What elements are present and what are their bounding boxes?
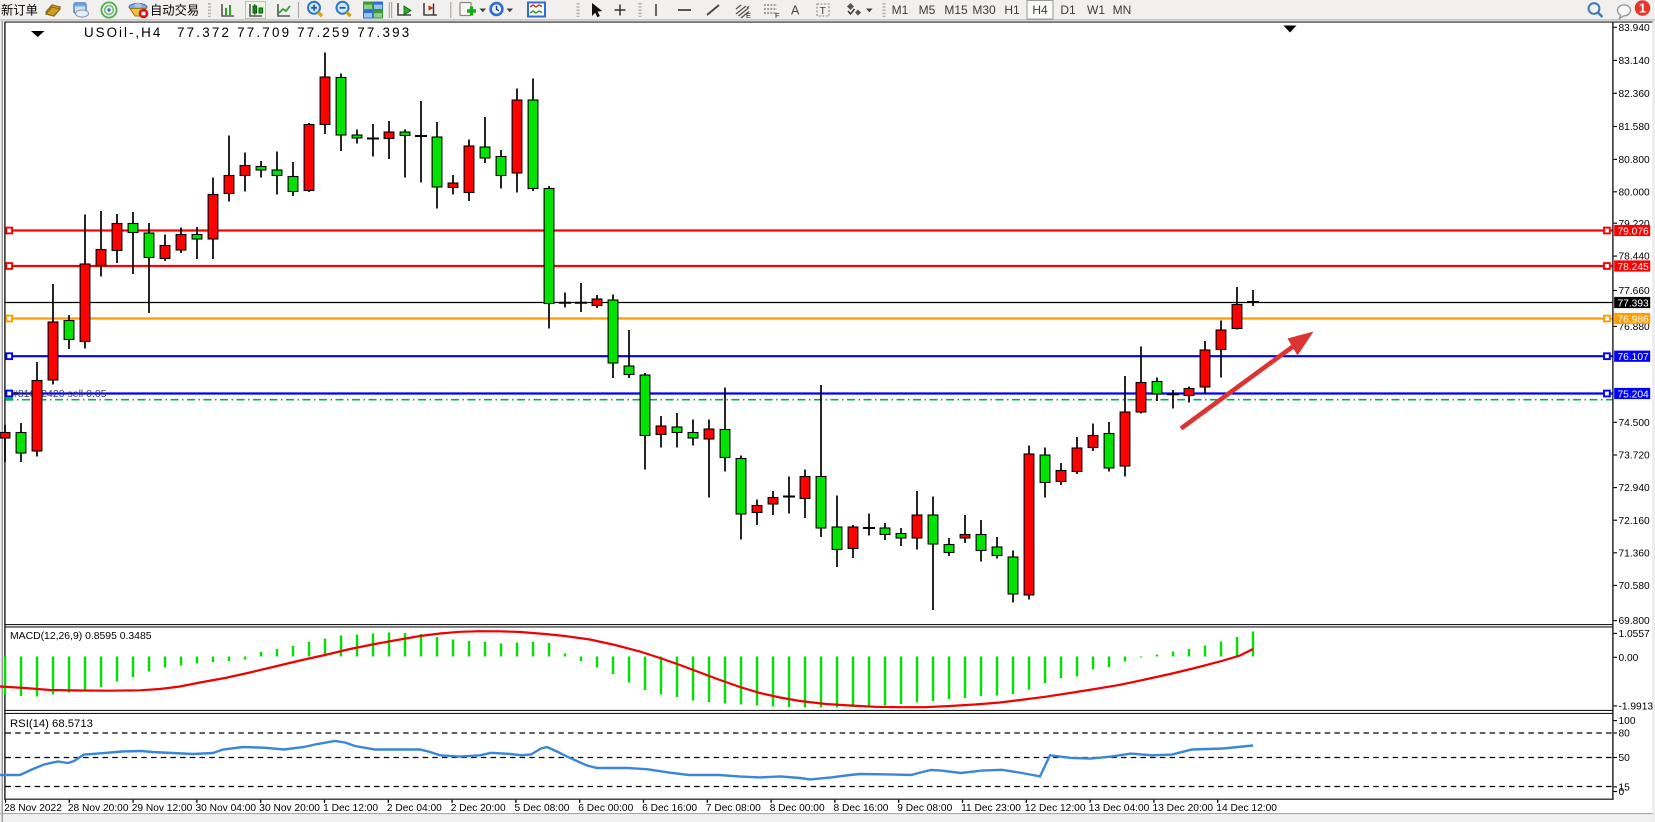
svg-text:30 Nov 04:00: 30 Nov 04:00 — [196, 803, 257, 814]
svg-text:79.076: 79.076 — [1618, 226, 1649, 237]
svg-text:7 Dec 08:00: 7 Dec 08:00 — [706, 803, 761, 814]
svg-text:72.940: 72.940 — [1619, 483, 1650, 494]
svg-text:78.440: 78.440 — [1619, 252, 1650, 263]
svg-text:79.220: 79.220 — [1619, 219, 1650, 230]
svg-text:69.800: 69.800 — [1619, 616, 1650, 627]
svg-text:14 Dec 12:00: 14 Dec 12:00 — [1216, 803, 1277, 814]
svg-text:77.660: 77.660 — [1619, 286, 1650, 297]
svg-text:73.720: 73.720 — [1619, 451, 1650, 462]
svg-text:E: E — [746, 11, 751, 20]
svg-text:M30: M30 — [972, 3, 996, 17]
svg-text:50: 50 — [1619, 753, 1631, 764]
svg-text:76.986: 76.986 — [1618, 314, 1649, 325]
svg-text:0: 0 — [1619, 787, 1625, 798]
svg-text:28 Nov 2022: 28 Nov 2022 — [4, 803, 62, 814]
svg-text:-1.9913: -1.9913 — [1619, 702, 1654, 713]
svg-text:83.940: 83.940 — [1619, 23, 1650, 34]
svg-text:1.0557: 1.0557 — [1619, 629, 1650, 640]
svg-text:76.107: 76.107 — [1618, 352, 1649, 363]
svg-text:8 Dec 00:00: 8 Dec 00:00 — [770, 803, 825, 814]
svg-text:8 Dec 16:00: 8 Dec 16:00 — [834, 803, 889, 814]
svg-text:74.500: 74.500 — [1619, 418, 1650, 429]
svg-text:MN: MN — [1113, 3, 1132, 17]
svg-text:28 Nov 20:00: 28 Nov 20:00 — [68, 803, 129, 814]
svg-text:70.580: 70.580 — [1619, 581, 1650, 592]
svg-text:1: 1 — [1639, 1, 1646, 15]
svg-text:RSI(14) 68.5713: RSI(14) 68.5713 — [10, 718, 93, 730]
svg-text:75.204: 75.204 — [1618, 389, 1649, 400]
svg-text:H4: H4 — [1032, 3, 1048, 17]
svg-text:2 Dec 20:00: 2 Dec 20:00 — [451, 803, 506, 814]
svg-text:82.360: 82.360 — [1619, 89, 1650, 100]
svg-text:#81612420 sell 0.05: #81612420 sell 0.05 — [12, 388, 107, 400]
svg-text:自动交易: 自动交易 — [150, 2, 199, 17]
svg-text:71.360: 71.360 — [1619, 548, 1650, 559]
svg-text:M1: M1 — [892, 3, 909, 17]
svg-text:15: 15 — [1619, 783, 1631, 794]
svg-text:30 Nov 20:00: 30 Nov 20:00 — [259, 803, 320, 814]
svg-text:D1: D1 — [1060, 3, 1076, 17]
svg-text:6 Dec 16:00: 6 Dec 16:00 — [642, 803, 697, 814]
svg-text:13 Dec 20:00: 13 Dec 20:00 — [1153, 803, 1214, 814]
svg-text:72.160: 72.160 — [1619, 516, 1650, 527]
svg-text:77.372 77.709 77.259 77.393: 77.372 77.709 77.259 77.393 — [177, 25, 411, 40]
svg-text:80.000: 80.000 — [1619, 187, 1650, 198]
svg-text:MACD(12,26,9) 0.8595 0.3485: MACD(12,26,9) 0.8595 0.3485 — [10, 631, 152, 642]
svg-text:1 Dec 12:00: 1 Dec 12:00 — [323, 803, 378, 814]
svg-text:M15: M15 — [944, 3, 968, 17]
svg-text:2 Dec 04:00: 2 Dec 04:00 — [387, 803, 442, 814]
svg-text:0.00: 0.00 — [1619, 653, 1639, 664]
svg-text:5 Dec 08:00: 5 Dec 08:00 — [515, 803, 570, 814]
svg-text:9 Dec 08:00: 9 Dec 08:00 — [897, 803, 952, 814]
svg-text:80: 80 — [1619, 729, 1631, 740]
svg-text:83.140: 83.140 — [1619, 56, 1650, 67]
svg-text:6 Dec 00:00: 6 Dec 00:00 — [578, 803, 633, 814]
svg-text:80.800: 80.800 — [1619, 155, 1650, 166]
svg-text:M5: M5 — [919, 3, 936, 17]
svg-text:H1: H1 — [1004, 3, 1020, 17]
svg-text:77.393: 77.393 — [1618, 298, 1649, 309]
svg-text:76.880: 76.880 — [1619, 322, 1650, 333]
svg-text:F: F — [775, 11, 780, 20]
svg-text:A: A — [791, 4, 800, 18]
svg-text:78.245: 78.245 — [1618, 262, 1649, 273]
svg-text:USOil-,H4: USOil-,H4 — [84, 25, 162, 40]
svg-text:新订单: 新订单 — [1, 2, 38, 17]
svg-text:12 Dec 12:00: 12 Dec 12:00 — [1025, 803, 1086, 814]
svg-text:13 Dec 04:00: 13 Dec 04:00 — [1089, 803, 1150, 814]
svg-text:11 Dec 23:00: 11 Dec 23:00 — [961, 803, 1021, 814]
svg-text:T: T — [820, 5, 827, 17]
svg-text:81.580: 81.580 — [1619, 122, 1650, 133]
svg-text:29 Nov 12:00: 29 Nov 12:00 — [132, 803, 193, 814]
svg-text:100: 100 — [1619, 716, 1636, 727]
svg-text:W1: W1 — [1087, 3, 1105, 17]
